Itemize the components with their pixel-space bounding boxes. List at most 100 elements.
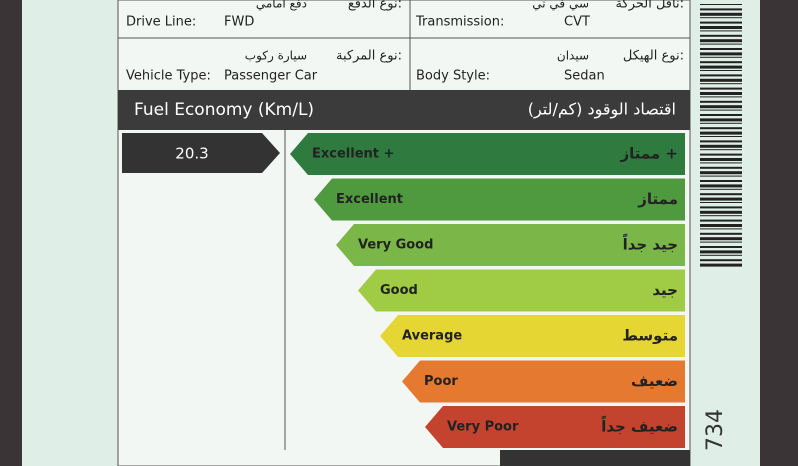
barcode-bar [700,259,742,262]
barcode-bar [700,250,742,254]
field-value: FWD [224,15,254,30]
barcode-bar [700,144,742,148]
rating-ar: ممتاز + [619,145,678,163]
barcode-bar [700,215,742,217]
fuel-title-ar: اقتصاد الوقود (كم/لتر) [528,100,676,120]
barcode-number: 734 [703,409,728,451]
barcode-bar [700,193,742,196]
barcode-bar [700,48,742,50]
barcode-bar [700,153,742,156]
barcode-bar [700,87,742,90]
rating-ar: جيد جداً [622,233,678,253]
field-label-ar: ناقل الحركة: [616,0,684,12]
rating-ar: ممتاز [637,190,678,208]
field-label-ar: نوع المركبة: [336,49,402,64]
rating-arrow [402,360,685,403]
barcode-bar [700,39,742,43]
barcode-bar [700,105,742,109]
barcode-bar [700,202,742,203]
fuel-title: Fuel Economy (Km/L) [134,100,314,120]
rating-arrow [290,133,685,175]
field-value-ar: سي في تي [532,0,589,11]
barcode-bar [700,109,742,111]
barcode-bar [700,219,742,222]
barcode-bar [700,171,742,175]
barcode-bar [700,122,742,124]
barcode-bar [700,61,742,64]
barcode-bar [700,136,742,137]
barcode-bar [700,12,742,16]
barcode-bar [700,158,742,161]
rating-ar: متوسط [622,327,678,345]
barcode-bar [700,162,742,164]
field-value-ar: سيارة ركوب [245,49,307,64]
qr-code [500,450,690,466]
rating-en: Very Good [358,238,433,253]
field-label: Drive Line: [126,15,196,30]
barcode-bar [700,65,742,69]
field-value-ar: دفع أمامي [256,0,307,11]
field-label-ar: نوع الهيكل: [623,49,684,64]
rating-arrow [358,269,685,312]
barcode-bar [700,166,742,169]
barcode-bar [700,246,742,248]
barcode-bar [700,237,742,241]
rating-arrow [336,224,685,266]
barcode-bar [700,17,742,19]
field-value: CVT [564,15,590,30]
value-pointer [122,133,280,173]
barcode-bar [700,52,742,56]
barcode-bar [700,114,742,116]
rating-arrow [425,406,685,448]
barcode-bar [700,149,742,151]
barcode-bar [700,26,742,29]
barcode-bar [700,21,742,24]
barcode-bar [700,210,742,214]
barcode-bar [700,127,742,130]
field-label-ar: نوع الدفع: [348,0,402,12]
fuel-value: 20.3 [175,145,208,163]
barcode-bar [700,56,742,58]
rating-ar: ضعيف جداً [601,415,678,435]
barcode-bar [700,74,742,77]
field-value: Sedan [564,69,605,84]
barcode-bar [700,83,742,85]
field-value-ar: سيدان [557,49,589,63]
barcode-bar [700,241,742,243]
rating-en: Poor [424,374,458,389]
barcode-bar [700,118,742,122]
barcode-bar [700,131,742,135]
barcode-bar [700,232,742,235]
barcode-bar [700,180,742,182]
field-label: Vehicle Type: [126,69,211,84]
barcode-bar [700,228,742,230]
barcode-bar [700,30,742,32]
field-label: Transmission: [415,15,504,30]
rating-en: Very Poor [447,420,519,435]
barcode-bar [700,206,742,209]
barcode-bar [700,263,742,267]
barcode-bar [700,34,742,37]
barcode-bar [700,184,742,188]
barcode-bar [700,224,742,227]
barcode-bar [700,100,742,103]
barcode-bar [700,254,742,256]
barcode-bar [700,175,742,177]
barcode-bar [700,140,742,143]
barcode-bar [700,70,742,71]
rating-en: Excellent [336,192,403,207]
rating-en: Excellent + [312,147,394,162]
rating-en: Average [402,329,462,344]
barcode-bar [700,197,742,201]
barcode-bar [700,4,742,5]
barcode-bar [700,8,742,11]
barcode-bar [700,188,742,190]
fuel-header [118,90,690,130]
rating-arrow [314,178,685,221]
rating-ar: ضعيف [631,372,678,390]
rating-en: Good [380,283,418,298]
barcode-bar [700,96,742,98]
rating-ar: جيد [652,281,678,299]
